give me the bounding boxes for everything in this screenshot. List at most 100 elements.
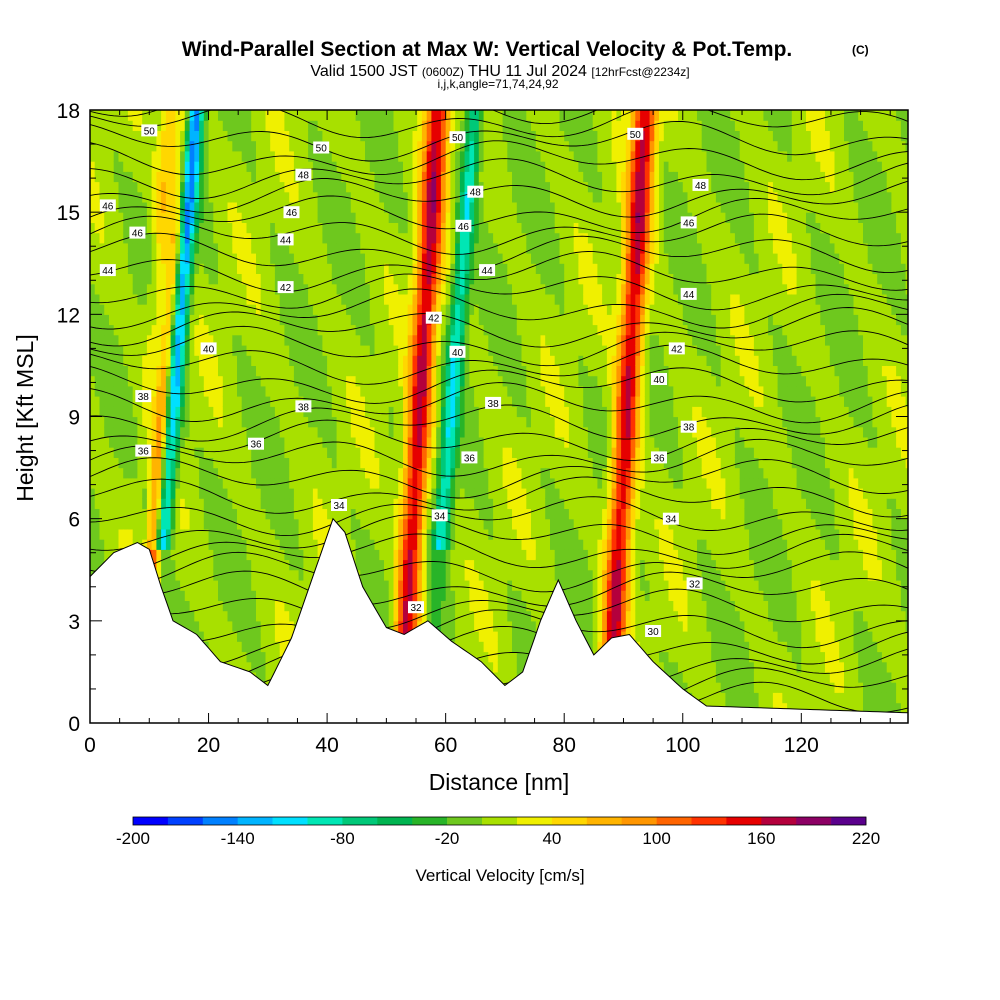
velocity-cell (388, 498, 394, 509)
velocity-cell (270, 324, 276, 336)
velocity-cell (165, 253, 172, 264)
velocity-cell (369, 345, 376, 356)
velocity-cell (426, 150, 432, 162)
velocity-cell (274, 212, 281, 223)
velocity-cell (393, 273, 399, 285)
velocity-cell (417, 477, 423, 489)
velocity-cell (218, 140, 224, 152)
velocity-cell (203, 620, 210, 632)
velocity-cell (289, 447, 295, 458)
velocity-cell (440, 406, 447, 418)
velocity-cell (303, 150, 309, 162)
velocity-cell (279, 416, 285, 428)
velocity-cell (303, 467, 309, 479)
velocity-cell (246, 416, 252, 428)
velocity-cell (90, 201, 96, 213)
velocity-cell (175, 242, 181, 254)
velocity-cell (317, 242, 323, 254)
velocity-cell (232, 385, 238, 397)
velocity-cell (426, 334, 432, 346)
velocity-cell (265, 181, 271, 193)
velocity-cell (194, 508, 200, 520)
velocity-cell (384, 477, 390, 489)
velocity-cell (109, 528, 115, 540)
velocity-cell (341, 161, 347, 172)
velocity-cell (355, 191, 361, 203)
velocity-cell (170, 365, 176, 377)
velocity-cell (109, 518, 115, 530)
velocity-cell (322, 150, 328, 162)
velocity-cell (417, 518, 423, 530)
velocity-cell (445, 345, 451, 356)
velocity-cell (222, 528, 229, 540)
velocity-cell (336, 283, 342, 295)
velocity-cell (208, 293, 214, 305)
velocity-cell (393, 436, 399, 448)
velocity-cell (379, 253, 385, 264)
velocity-cell (360, 273, 366, 285)
velocity-cell (213, 365, 219, 377)
velocity-cell (270, 140, 276, 152)
velocity-cell (393, 201, 399, 213)
velocity-cell (142, 457, 148, 469)
velocity-cell (426, 580, 432, 591)
velocity-cell (213, 518, 219, 530)
velocity-cell (379, 426, 385, 438)
velocity-cell (227, 631, 233, 642)
velocity-cell (189, 528, 195, 540)
velocity-cell (218, 242, 224, 254)
velocity-cell (336, 396, 342, 407)
velocity-cell (426, 283, 432, 295)
velocity-cell (308, 191, 314, 203)
velocity-cell (180, 273, 186, 285)
velocity-cell (355, 426, 361, 438)
velocity-cell (127, 345, 134, 356)
velocity-cell (270, 171, 276, 183)
velocity-cell (379, 580, 385, 591)
velocity-cell (417, 181, 423, 193)
velocity-cell (118, 334, 124, 346)
velocity-cell (379, 396, 385, 407)
velocity-cell (303, 385, 309, 397)
velocity-cell (393, 130, 399, 142)
velocity-cell (184, 212, 191, 223)
velocity-cell (137, 345, 143, 356)
velocity-cell (379, 569, 385, 581)
velocity-cell (303, 580, 309, 591)
velocity-cell (90, 426, 96, 438)
velocity-cell (213, 580, 219, 591)
velocity-cell (312, 498, 319, 509)
velocity-cell (199, 528, 205, 540)
velocity-cell (265, 467, 271, 479)
velocity-cell (350, 191, 357, 203)
velocity-cell (336, 365, 342, 377)
velocity-cell (478, 426, 485, 438)
velocity-cell (123, 355, 129, 366)
velocity-cell (270, 477, 276, 489)
velocity-cell (412, 304, 418, 315)
velocity-cell (293, 130, 300, 142)
velocity-cell (203, 365, 210, 377)
velocity-cell (308, 488, 314, 499)
velocity-cell (274, 396, 281, 407)
velocity-cell (426, 365, 432, 377)
velocity-cell (412, 345, 418, 356)
velocity-cell (94, 508, 100, 520)
velocity-cell (113, 528, 119, 540)
velocity-cell (317, 212, 323, 223)
velocity-cell (384, 620, 390, 632)
velocity-cell (274, 651, 281, 663)
velocity-cell (146, 426, 153, 438)
velocity-cell (194, 498, 200, 509)
velocity-cell (459, 590, 466, 601)
velocity-cell (94, 263, 100, 274)
velocity-cell (336, 314, 342, 326)
velocity-cell (142, 263, 148, 274)
velocity-cell (407, 293, 413, 305)
velocity-cell (132, 242, 138, 254)
velocity-cell (445, 283, 451, 295)
velocity-cell (298, 375, 304, 387)
velocity-cell (403, 324, 409, 336)
velocity-cell (142, 406, 148, 418)
velocity-cell (208, 641, 214, 653)
